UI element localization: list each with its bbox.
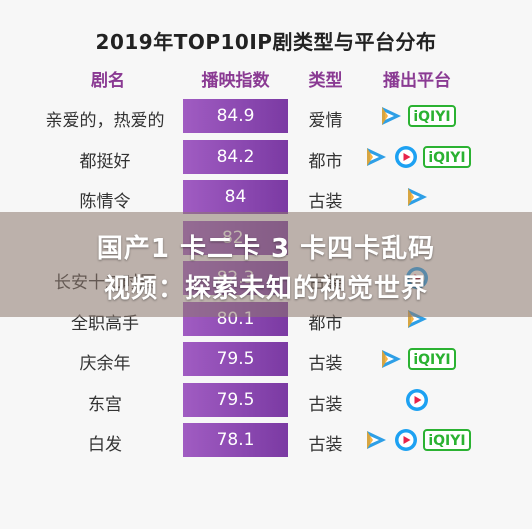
index-bar: 84 (183, 180, 288, 214)
iqiyi-logo: iQIYI (423, 145, 471, 168)
index-value-label: 84 (224, 187, 247, 207)
index-bar-fill (183, 180, 288, 214)
row-category: 古装 (308, 394, 343, 415)
iqiyi-logo: iQIYI (408, 105, 456, 127)
row-platforms: iQIYI (358, 102, 476, 130)
index-bar-fill (183, 423, 288, 457)
index-bar-fill (183, 382, 288, 417)
row-platforms (358, 386, 476, 414)
tencent-video-icon (363, 144, 389, 170)
row-category: 都市 (308, 151, 343, 172)
index-bar: 84.9 (183, 99, 288, 133)
iqiyi-logo: iQIYI (408, 348, 456, 370)
index-value-label: 78.1 (216, 430, 255, 450)
index-bar: 78.1 (183, 423, 288, 457)
youku-icon (393, 427, 419, 453)
row-platforms (358, 183, 476, 211)
iqiyi-logo: iQIYI (423, 429, 471, 451)
youku-icon (404, 387, 430, 413)
tencent-video-icon (378, 346, 404, 372)
header-index: 播映指数 (201, 71, 270, 91)
overlay-banner: 国产1 卡二卡 3 卡四卡乱码 视频：探索未知的视觉世界 (0, 212, 532, 317)
row-category: 古装 (308, 192, 343, 212)
chart-title: 2019年TOP10IP剧类型与平台分布 (95, 30, 437, 54)
index-bar: 84.2 (183, 139, 288, 174)
row-name: 白发 (88, 435, 122, 455)
row-category: 古装 (308, 354, 343, 374)
index-bar: 79.5 (183, 382, 288, 417)
row-name: 全职高手 (71, 313, 139, 334)
tencent-video-icon (404, 184, 430, 210)
row-name: 亲爱的，热爱的 (45, 111, 165, 131)
index-value-label: 84.2 (216, 146, 255, 167)
index-bar-fill (183, 342, 288, 376)
row-category: 都市 (308, 313, 343, 334)
header-category: 类型 (308, 71, 343, 91)
index-value-label: 79.5 (216, 349, 255, 369)
row-platforms: iQIYI (358, 345, 476, 373)
row-platforms: iQIYI (358, 426, 476, 454)
banner-line-1: 国产1 卡二卡 3 卡四卡乱码 (96, 234, 436, 264)
row-name: 东宫 (88, 394, 122, 415)
banner-line-2: 视频：探索未知的视觉世界 (103, 274, 428, 304)
tencent-video-icon (378, 103, 404, 129)
row-name: 都挺好 (79, 151, 131, 172)
header-name: 剧名 (91, 71, 125, 91)
index-bar: 79.5 (183, 342, 288, 376)
row-category: 爱情 (308, 111, 343, 131)
row-name: 陈情令 (79, 192, 131, 212)
header-platform: 播出平台 (383, 71, 451, 91)
row-name: 庆余年 (79, 354, 131, 374)
youku-icon (393, 144, 419, 170)
row-category: 古装 (308, 435, 343, 455)
index-value-label: 79.5 (216, 389, 255, 410)
tencent-video-icon (363, 427, 389, 453)
index-value-label: 84.9 (216, 106, 255, 126)
index-bar-fill (183, 139, 288, 174)
row-platforms: iQIYI (358, 143, 476, 171)
index-bar-fill (183, 99, 288, 133)
